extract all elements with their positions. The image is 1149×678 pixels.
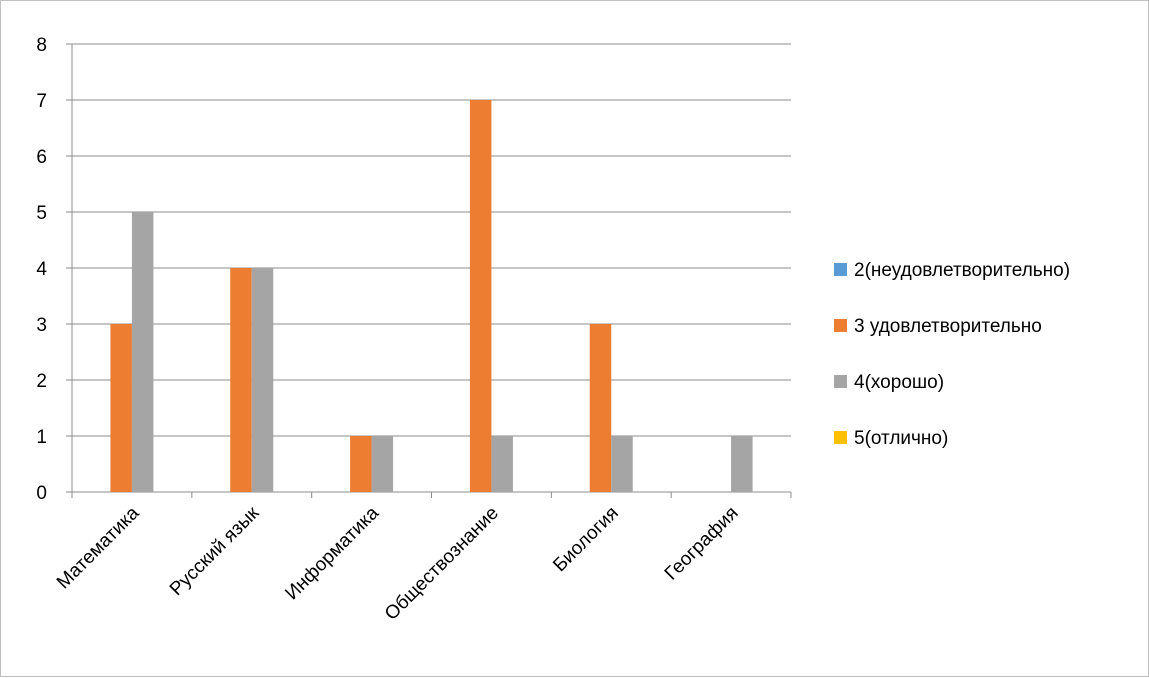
bar-1-series-3 [131,212,154,492]
bar-1-series-2 [110,324,132,492]
bar-6-series-3 [731,436,753,492]
x-category-label: Русский язык [166,502,264,600]
legend-swatch-1 [834,263,847,276]
axes [66,43,792,498]
bar-5-series-2 [589,324,612,492]
y-tick-label: 4 [36,259,47,280]
y-tick-label: 1 [36,427,47,448]
x-category-label: Обществознание [381,503,503,625]
legend-label-2: 3 удовлетворительно [854,316,1042,337]
y-tick-label: 0 [36,483,47,504]
bar-2-series-3 [251,268,274,492]
x-category-label: Биология [549,503,622,576]
bar-3-series-3 [371,436,394,492]
y-tick-label: 7 [36,91,47,112]
y-axis-tick-labels: 0 1 2 3 4 5 6 7 8 [36,35,47,504]
grid-lines [72,43,791,437]
legend-swatch-4 [834,431,847,444]
x-category-label: Математика [53,502,144,593]
bars [110,100,753,492]
legend-label-1: 2(неудовлетворительно) [854,260,1070,281]
x-category-label: География [661,503,743,585]
y-tick-label: 2 [36,371,47,392]
y-tick-label: 6 [36,147,47,168]
bar-5-series-3 [611,436,633,492]
legend: 2(неудовлетворительно) 3 удовлетворительн… [834,260,1070,449]
bar-4-series-3 [491,436,513,492]
y-tick-label: 5 [36,203,47,224]
y-tick-label: 8 [36,35,47,56]
bar-3-series-2 [350,436,372,492]
legend-label-4: 5(отлично) [854,428,948,449]
bar-2-series-2 [230,268,252,492]
bar-4-series-2 [469,100,492,492]
legend-swatch-3 [834,375,847,388]
x-category-label: Информатика [281,502,383,604]
x-axis-category-labels: Математика Русский язык ИнформатикаОбществ… [53,502,743,624]
legend-label-3: 4(хорошо) [854,372,944,393]
y-tick-label: 3 [36,315,47,336]
legend-swatch-2 [834,319,847,332]
